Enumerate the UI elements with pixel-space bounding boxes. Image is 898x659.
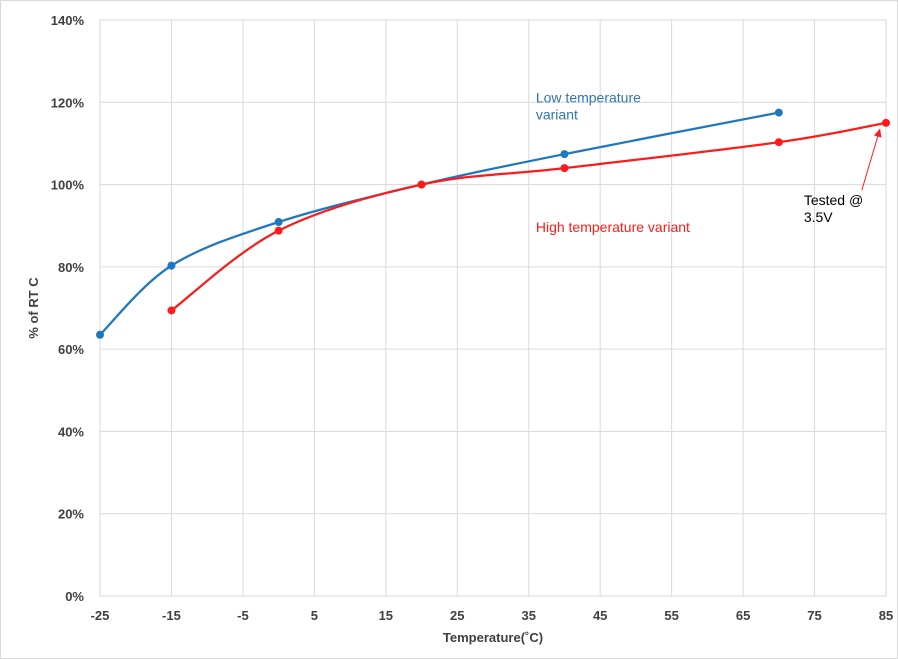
- x-tick-label: -25: [91, 608, 110, 623]
- series-layer: [96, 108, 890, 339]
- x-tick-label: 55: [664, 608, 678, 623]
- x-tick-label: 65: [736, 608, 750, 623]
- data-point: [560, 150, 569, 159]
- y-tick-label: 80%: [58, 260, 84, 275]
- annotation-line: 3.5V: [804, 209, 833, 225]
- data-point: [560, 164, 569, 173]
- x-tick-label: 15: [379, 608, 393, 623]
- annotation-line: Tested @: [804, 192, 863, 208]
- gridlines: [99, 19, 887, 597]
- y-tick-label: 100%: [51, 178, 85, 193]
- y-tick-label: 120%: [51, 95, 85, 110]
- y-tick-label: 40%: [58, 424, 84, 439]
- annotation-label: High temperature variant: [536, 219, 690, 235]
- x-tick-label: 45: [593, 608, 607, 623]
- y-tick-label: 0%: [65, 589, 84, 604]
- x-axis-title: Temperature(˚C): [443, 630, 543, 645]
- y-tick-labels: 0% 20% 40% 60% 80% 100% 120% 140%: [51, 13, 85, 604]
- x-tick-label: 85: [879, 608, 893, 623]
- annotation-label: Low temperature variant: [536, 89, 641, 122]
- annotations-layer: Low temperature variant High temperature v…: [536, 89, 882, 235]
- data-point: [274, 218, 283, 227]
- y-tick-label: 60%: [58, 342, 84, 357]
- data-point: [774, 138, 783, 147]
- y-axis-title: % of RT C: [26, 277, 41, 339]
- annotation-arrowhead: [873, 128, 882, 138]
- x-tick-labels: -25 -15 -5 5 15 25 35 45 55 65 75 85: [91, 608, 894, 623]
- x-tick-label: 75: [807, 608, 821, 623]
- x-tick-label: 35: [521, 608, 535, 623]
- annotation-line: Low temperature: [536, 89, 641, 105]
- y-tick-label: 140%: [51, 13, 85, 28]
- x-tick-label: -15: [162, 608, 181, 623]
- x-tick-label: 25: [450, 608, 464, 623]
- data-point: [96, 330, 104, 339]
- annotation-line: variant: [536, 106, 578, 122]
- data-point: [167, 306, 176, 315]
- annotation-label: Tested @3.5V: [804, 192, 863, 225]
- x-tick-label: 5: [311, 608, 318, 623]
- data-point: [417, 180, 426, 189]
- data-point: [882, 118, 890, 127]
- data-point: [774, 108, 783, 117]
- annotation-line: High temperature variant: [536, 219, 690, 235]
- data-point: [274, 226, 283, 235]
- y-tick-label: 20%: [58, 507, 84, 522]
- x-tick-label: -5: [237, 608, 249, 623]
- annotation-arrow: [861, 128, 881, 191]
- data-point: [167, 261, 176, 270]
